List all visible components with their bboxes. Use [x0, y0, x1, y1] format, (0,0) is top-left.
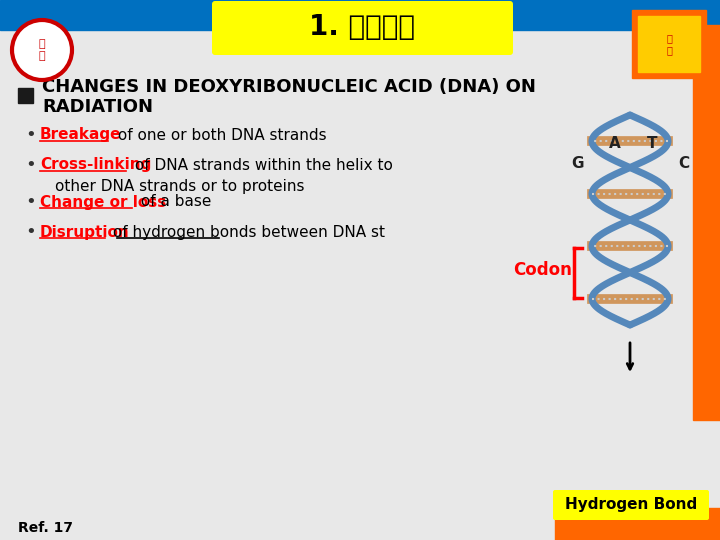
Bar — [18, 88, 33, 103]
Text: •: • — [25, 126, 36, 144]
Text: Cross-linking: Cross-linking — [40, 158, 151, 172]
Text: Breakage: Breakage — [40, 127, 122, 143]
Text: T: T — [647, 136, 657, 151]
Text: Disruption: Disruption — [40, 225, 130, 240]
Text: Ref. 17: Ref. 17 — [18, 521, 73, 535]
Text: CHANGES IN DEOXYRIBONUCLEIC ACID (DNA) ON: CHANGES IN DEOXYRIBONUCLEIC ACID (DNA) O… — [42, 78, 536, 96]
Text: of one or both DNA strands: of one or both DNA strands — [113, 127, 327, 143]
Text: other DNA strands or to proteins: other DNA strands or to proteins — [55, 179, 305, 194]
Text: Hydrogen Bond: Hydrogen Bond — [565, 497, 697, 512]
Text: of DNA strands within the helix to: of DNA strands within the helix to — [130, 158, 393, 172]
Text: Change or loss: Change or loss — [40, 194, 166, 210]
Bar — [632, 10, 706, 78]
Bar — [693, 25, 720, 420]
FancyBboxPatch shape — [212, 1, 513, 55]
Text: Codon: Codon — [513, 261, 572, 279]
Text: 1. 基本知識: 1. 基本知識 — [309, 13, 415, 41]
Text: •: • — [25, 223, 36, 241]
Text: A: A — [609, 136, 621, 151]
Text: 校
徽: 校 徽 — [39, 39, 45, 61]
Text: RADIATION: RADIATION — [42, 98, 153, 116]
FancyBboxPatch shape — [553, 490, 709, 520]
Text: G: G — [572, 156, 584, 171]
Bar — [638, 16, 700, 72]
Bar — [555, 508, 720, 540]
Text: •: • — [25, 156, 36, 174]
Text: C: C — [678, 156, 690, 171]
Text: 校
徽: 校 徽 — [666, 33, 672, 55]
Text: •: • — [25, 193, 36, 211]
Text: of a base: of a base — [136, 194, 212, 210]
Circle shape — [12, 20, 72, 80]
Bar — [0, 0, 720, 30]
Text: of hydrogen bonds between DNA st: of hydrogen bonds between DNA st — [108, 225, 385, 240]
